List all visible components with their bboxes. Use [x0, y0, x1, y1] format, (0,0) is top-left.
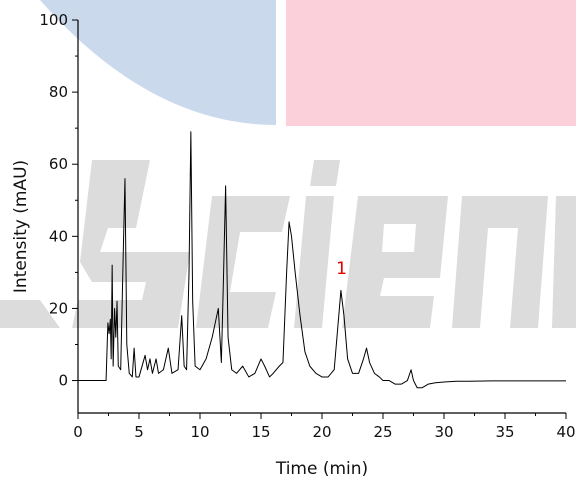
y-tick-label: 20 — [49, 299, 68, 317]
watermark-letter-shape — [342, 196, 448, 328]
watermark-letter-shape — [196, 196, 290, 328]
y-tick-label: 100 — [39, 11, 68, 29]
chart-ticks: 0 5 10 15 20 25 30 35 40 0 20 40 60 80 100 — [39, 11, 575, 441]
x-axis-title: Time (min) — [275, 459, 368, 479]
x-tick-label: 30 — [434, 423, 453, 441]
watermark-letter-shape — [452, 196, 548, 328]
x-tick-label: 40 — [556, 423, 575, 441]
y-axis-title: Intensity (mAU) — [11, 160, 31, 293]
watermark-letter-shape — [552, 196, 576, 328]
y-tick-label: 40 — [49, 227, 68, 245]
x-tick-label: 15 — [251, 423, 270, 441]
y-tick-label: 80 — [49, 83, 68, 101]
y-tick-label: 0 — [58, 372, 68, 390]
watermark-letter-shape — [0, 300, 60, 328]
y-tick-label: 60 — [49, 155, 68, 173]
chart-plot-area: 1 — [78, 131, 566, 389]
x-tick-label: 5 — [134, 423, 144, 441]
watermark-letter-shape — [310, 160, 340, 186]
watermark-blue-shape — [40, 0, 276, 125]
watermark-letter-shape — [294, 196, 334, 328]
x-tick-label: 25 — [373, 423, 392, 441]
watermark-letter-shape — [72, 160, 190, 328]
x-tick-label: 0 — [73, 423, 83, 441]
peak-label: 1 — [336, 259, 347, 279]
chromatogram-trace — [78, 131, 566, 389]
x-tick-label: 20 — [312, 423, 331, 441]
x-tick-label: 10 — [190, 423, 209, 441]
watermark-pink-shape — [286, 0, 576, 126]
background-watermark — [0, 0, 576, 328]
x-tick-label: 35 — [495, 423, 514, 441]
